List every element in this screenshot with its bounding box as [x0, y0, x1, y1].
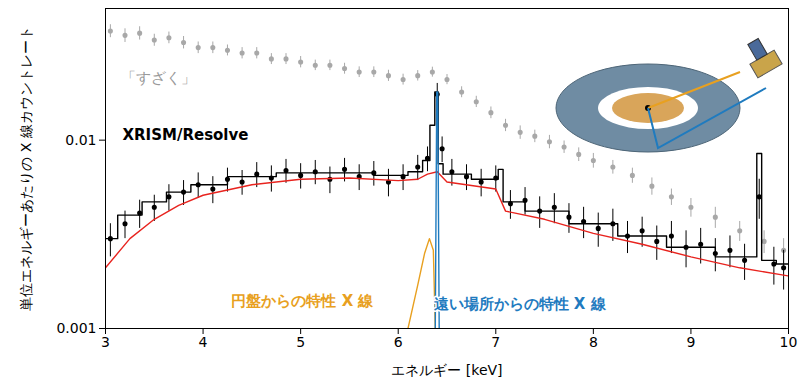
- svg-text:単位エネルギーあたりの X 線カウントレート: 単位エネルギーあたりの X 線カウントレート: [18, 26, 34, 311]
- svg-text:0.001: 0.001: [56, 320, 96, 336]
- svg-text:4: 4: [199, 334, 208, 350]
- svg-text:7: 7: [491, 334, 500, 350]
- svg-text:9: 9: [686, 334, 695, 350]
- svg-text:8: 8: [589, 334, 598, 350]
- svg-text:「すざく」: 「すざく」: [121, 69, 196, 87]
- svg-text:6: 6: [394, 334, 403, 350]
- svg-text:5: 5: [296, 334, 305, 350]
- svg-text:遠い場所からの特性 X 線: 遠い場所からの特性 X 線: [433, 295, 607, 313]
- svg-text:0.01: 0.01: [65, 132, 96, 148]
- svg-text:円盤からの特性 X 線: 円盤からの特性 X 線: [231, 292, 374, 310]
- svg-text:XRISM/Resolve: XRISM/Resolve: [123, 126, 249, 144]
- svg-text:エネルギー [keV]: エネルギー [keV]: [391, 362, 502, 378]
- svg-text:10: 10: [780, 334, 798, 350]
- svg-text:3: 3: [101, 334, 110, 350]
